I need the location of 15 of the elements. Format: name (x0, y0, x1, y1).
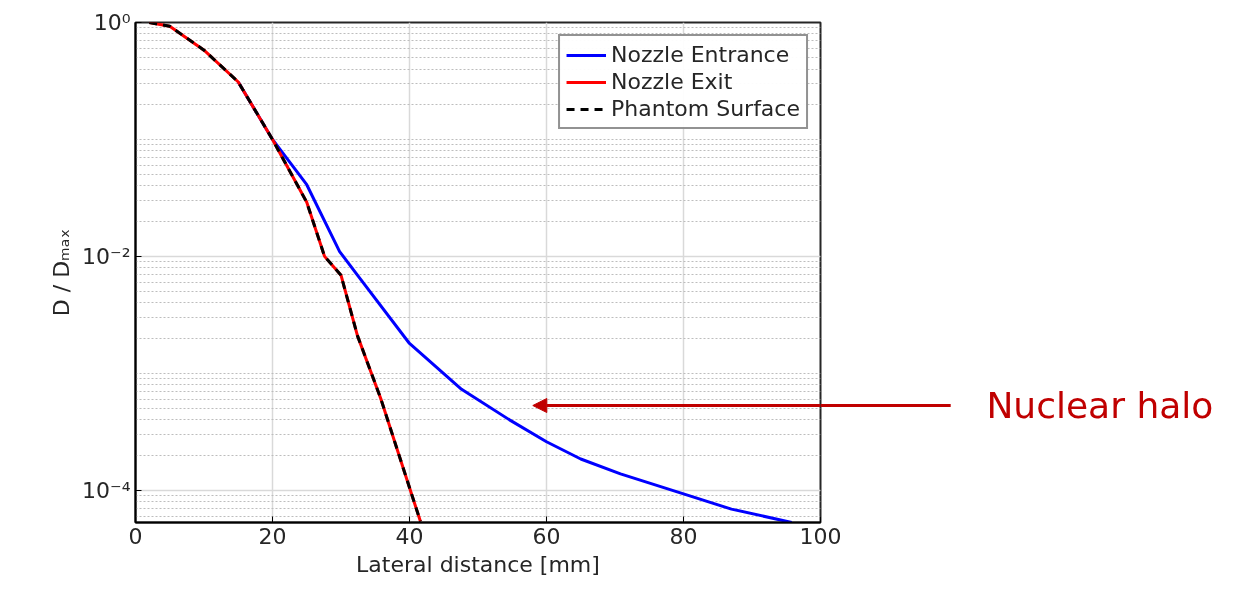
legend-label: Phantom Surface (611, 96, 800, 121)
y-tick-label: 10⁻² (82, 243, 131, 269)
x-tick-label: 100 (799, 523, 842, 549)
text: Nuclear halo (986, 385, 1214, 426)
y-tick-label: 10⁻⁴ (82, 477, 131, 503)
x-tick-label: 0 (128, 523, 143, 549)
x-tick-label: 40 (395, 523, 424, 549)
y-axis-title: D / Dₘₐₓ (49, 228, 75, 317)
x-axis-title: Lateral distance [mm] (356, 551, 600, 577)
legend-label: Nozzle Exit (611, 69, 733, 94)
x-tick-label: 60 (532, 523, 561, 549)
legend-label: Nozzle Entrance (611, 42, 790, 67)
x-tick-label: 20 (258, 523, 287, 549)
x-tick-label: 80 (669, 523, 698, 549)
y-tick-label: 10⁰ (93, 10, 131, 35)
